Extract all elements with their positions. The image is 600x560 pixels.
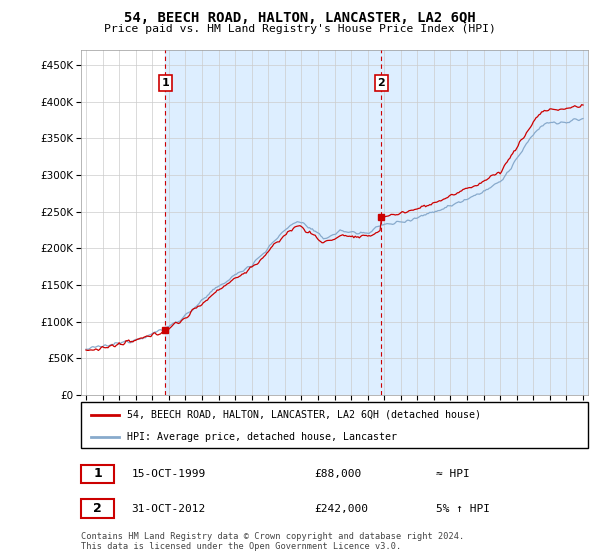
Text: 1: 1 xyxy=(94,468,102,480)
Text: 15-OCT-1999: 15-OCT-1999 xyxy=(132,469,206,479)
Text: 2: 2 xyxy=(377,78,385,88)
Bar xyxy=(382,50,588,395)
FancyBboxPatch shape xyxy=(81,500,114,519)
Text: ≈ HPI: ≈ HPI xyxy=(436,469,470,479)
FancyBboxPatch shape xyxy=(81,464,114,483)
Text: £88,000: £88,000 xyxy=(314,469,361,479)
Text: 5% ↑ HPI: 5% ↑ HPI xyxy=(436,504,490,514)
Text: 2: 2 xyxy=(94,502,102,515)
Text: 31-OCT-2012: 31-OCT-2012 xyxy=(132,504,206,514)
Text: Contains HM Land Registry data © Crown copyright and database right 2024.
This d: Contains HM Land Registry data © Crown c… xyxy=(81,532,464,552)
Text: Price paid vs. HM Land Registry's House Price Index (HPI): Price paid vs. HM Land Registry's House … xyxy=(104,24,496,34)
Text: 54, BEECH ROAD, HALTON, LANCASTER, LA2 6QH: 54, BEECH ROAD, HALTON, LANCASTER, LA2 6… xyxy=(124,11,476,25)
Text: HPI: Average price, detached house, Lancaster: HPI: Average price, detached house, Lanc… xyxy=(127,432,397,442)
Text: 54, BEECH ROAD, HALTON, LANCASTER, LA2 6QH (detached house): 54, BEECH ROAD, HALTON, LANCASTER, LA2 6… xyxy=(127,410,481,420)
Text: 1: 1 xyxy=(161,78,169,88)
Bar xyxy=(166,50,382,395)
Text: £242,000: £242,000 xyxy=(314,504,368,514)
FancyBboxPatch shape xyxy=(81,402,588,448)
